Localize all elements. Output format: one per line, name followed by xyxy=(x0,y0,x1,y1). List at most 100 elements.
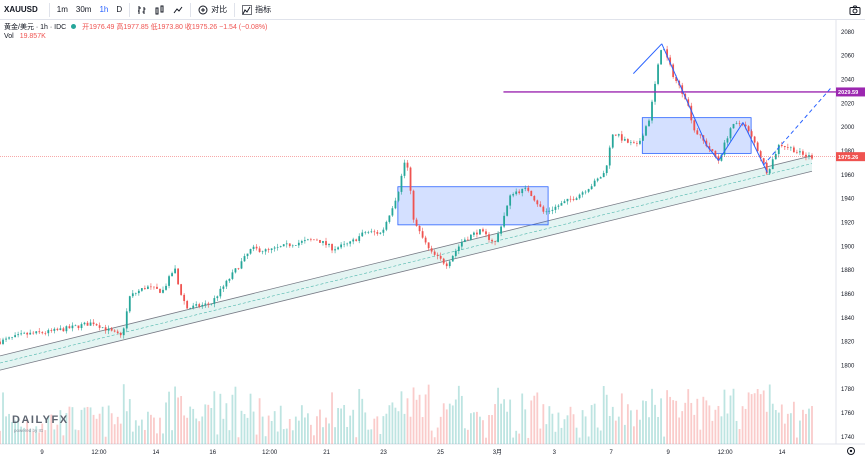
watermark-brand: DAILYFX xyxy=(12,414,69,426)
compare-label: 对比 xyxy=(211,5,228,14)
volume-bar xyxy=(50,414,53,444)
volume-bar xyxy=(747,392,750,444)
candle-body xyxy=(334,249,336,251)
volume-bar xyxy=(575,427,578,444)
pattern-trendline[interactable] xyxy=(706,144,720,161)
volume-bar xyxy=(219,393,222,444)
volume-bar xyxy=(388,405,391,444)
volume-bar xyxy=(808,408,810,444)
volume-bar xyxy=(684,402,687,444)
volume-bar xyxy=(548,406,551,444)
volume-bar xyxy=(756,389,759,444)
volume-bar xyxy=(285,428,288,444)
volume-bar xyxy=(222,418,225,444)
candle-body xyxy=(11,337,13,338)
candle-body xyxy=(162,289,164,293)
volume-bar xyxy=(714,409,717,444)
x-axis-tick-label: 3月 xyxy=(493,449,502,456)
pattern-trendline[interactable] xyxy=(632,43,663,74)
bar-style-icon[interactable] xyxy=(151,0,169,20)
volume-bar xyxy=(599,430,602,444)
volume-bar xyxy=(485,437,487,444)
interval-d[interactable]: D xyxy=(116,5,123,14)
current-price-tag xyxy=(836,152,865,162)
candle-body xyxy=(228,278,231,281)
volume-bar xyxy=(316,416,318,444)
candle-body xyxy=(89,322,92,326)
candle-body xyxy=(566,198,569,202)
indicators-button[interactable]: 指标 xyxy=(238,0,275,20)
candle-body xyxy=(726,138,729,143)
interval-30m[interactable]: 30m xyxy=(75,5,92,14)
y-axis-tick-label: 1760 xyxy=(841,411,855,417)
candle-body xyxy=(261,251,264,253)
volume-bar xyxy=(560,427,563,444)
volume-bar xyxy=(59,410,62,444)
camera-icon[interactable] xyxy=(845,0,865,20)
trend-channel-lower[interactable] xyxy=(0,170,813,371)
volume-bar xyxy=(355,437,358,444)
candle-body xyxy=(744,124,747,127)
symbol-label[interactable]: XAUUSD xyxy=(4,5,38,14)
candle-body xyxy=(391,208,394,216)
settings-icon[interactable] xyxy=(847,447,855,455)
candle-body xyxy=(439,255,442,259)
pattern-trendline[interactable] xyxy=(661,43,707,146)
projection-line[interactable] xyxy=(762,86,833,166)
volume-bar xyxy=(497,387,499,444)
candle-body xyxy=(279,246,282,248)
volume-bar xyxy=(427,384,430,444)
divider xyxy=(234,2,236,17)
candle-body xyxy=(113,330,116,332)
volume-bar xyxy=(74,429,77,444)
candle-body xyxy=(536,200,539,205)
candle-body xyxy=(59,328,62,330)
candle-body xyxy=(479,229,481,235)
volume-bar xyxy=(119,423,122,444)
volume-bar xyxy=(476,411,478,444)
volume-bar xyxy=(660,398,662,444)
candle-body xyxy=(204,303,207,305)
candle-body xyxy=(430,248,433,252)
candle-body xyxy=(249,249,252,254)
volume-bar xyxy=(406,398,409,444)
volume-bar xyxy=(331,392,333,444)
compare-button[interactable]: 对比 xyxy=(194,0,231,20)
candle-body xyxy=(509,195,512,206)
x-axis-tick-label: 12:00 xyxy=(718,450,734,456)
chart-type-icon[interactable] xyxy=(133,0,151,20)
volume-bar xyxy=(524,409,527,444)
volume-bar xyxy=(566,415,569,444)
candle-body xyxy=(74,325,77,327)
volume-bar xyxy=(264,436,267,444)
trend-channel-upper[interactable] xyxy=(0,155,813,357)
volume-bar xyxy=(768,384,771,444)
candle-body xyxy=(370,231,373,233)
volume-bar xyxy=(617,416,620,444)
range-rectangle[interactable] xyxy=(397,186,549,226)
interval-1m[interactable]: 1m xyxy=(56,5,68,14)
candle-body xyxy=(799,151,801,153)
volume-bar xyxy=(213,391,216,444)
volume-bar xyxy=(246,417,249,444)
candle-body xyxy=(454,250,457,256)
candle-body xyxy=(466,239,469,241)
candle-body xyxy=(415,219,418,226)
volume-bar xyxy=(186,417,189,444)
candle-body xyxy=(729,128,732,139)
volume-bar xyxy=(451,405,454,444)
volume-bar xyxy=(711,420,714,444)
pattern-trendline[interactable] xyxy=(742,122,768,173)
indicator-line-icon[interactable] xyxy=(169,0,187,20)
volume-bar xyxy=(168,391,170,444)
x-axis-tick-label: 7 xyxy=(610,450,614,456)
volume-bar xyxy=(699,429,702,444)
interval-1h[interactable]: 1h xyxy=(99,5,109,14)
pattern-trendline[interactable] xyxy=(718,122,744,161)
candle-body xyxy=(448,261,451,267)
candle-body xyxy=(171,273,173,277)
volume-bar xyxy=(313,435,315,444)
volume-bar xyxy=(8,413,10,444)
volume-bar xyxy=(255,434,258,444)
